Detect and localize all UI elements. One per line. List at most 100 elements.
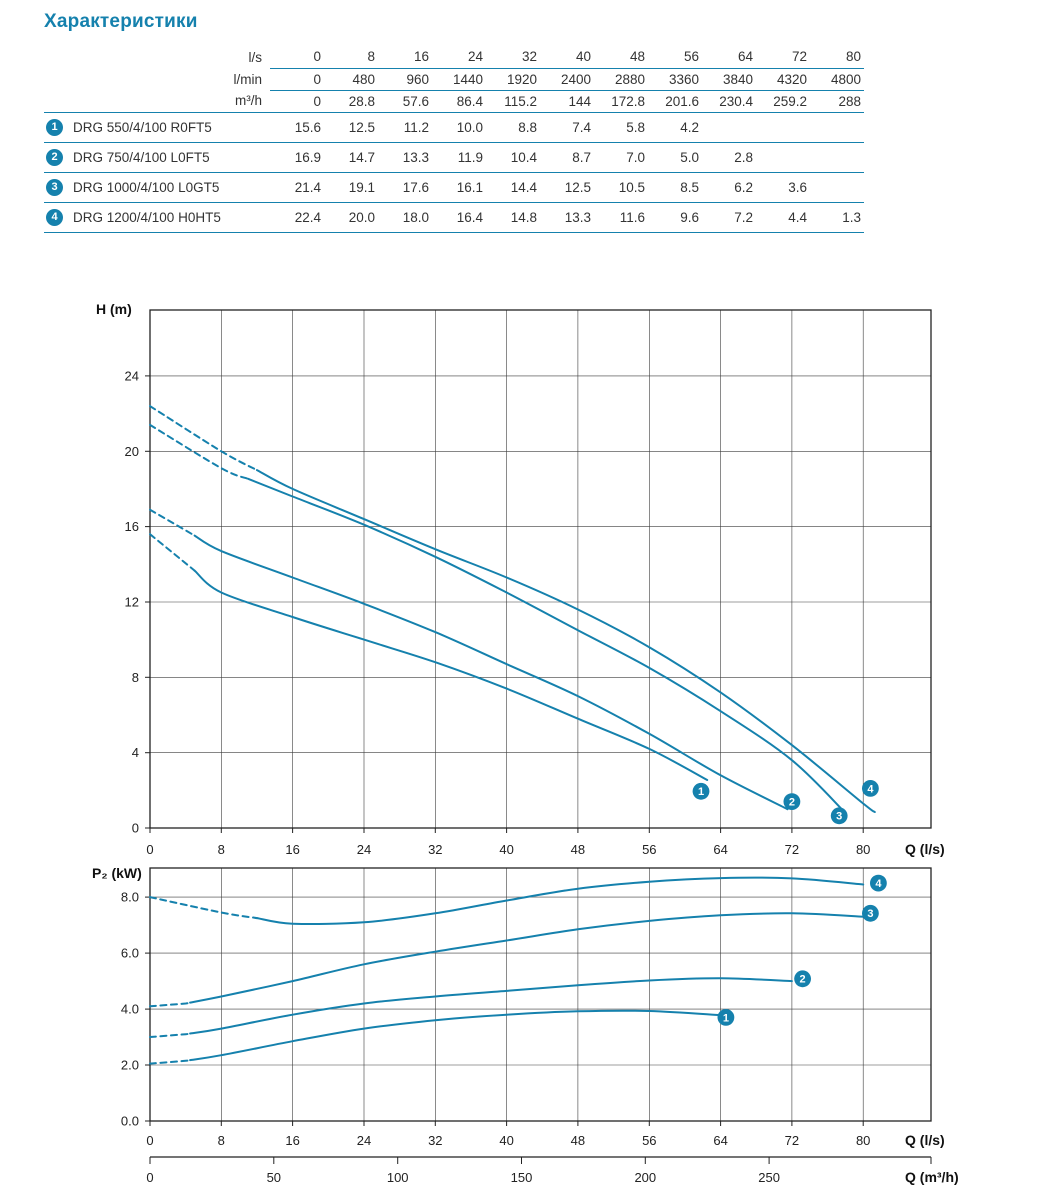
head-value: 7.2 <box>702 202 756 233</box>
x-tick-label: 64 <box>713 1133 727 1148</box>
head-value: 21.4 <box>270 172 324 203</box>
x-tick-label: 8 <box>218 842 225 857</box>
x-tick-label: 48 <box>571 842 585 857</box>
y-tick-label: 16 <box>125 519 139 534</box>
unit-row-value: 2880 <box>594 68 648 91</box>
x-tick-label: 16 <box>285 1133 299 1148</box>
x-tick-label: 56 <box>642 842 656 857</box>
curve-badge-4 <box>870 874 887 892</box>
unit-row-value: 2400 <box>540 68 594 91</box>
head-value: 13.3 <box>540 202 594 233</box>
unit-row-value: 480 <box>324 68 378 91</box>
pump-curve-1-lead <box>149 533 196 572</box>
x-tick-label: 64 <box>713 842 727 857</box>
head-value: 10.5 <box>594 172 648 203</box>
pump-row: 3 DRG 1000/4/100 L0GT5 21.4 19.1 17.6 16.1 14.… <box>44 172 864 203</box>
curve-badge-number: 1 <box>723 1012 729 1024</box>
head-value <box>756 142 810 173</box>
curve-badge-1 <box>717 1009 735 1026</box>
unit-row-value: 3840 <box>702 68 756 91</box>
head-value: 6.2 <box>702 172 756 203</box>
y-tick-label: 4.0 <box>121 1002 139 1017</box>
pump-curve-1-lead <box>149 1059 192 1065</box>
x2-tick-label: 50 <box>267 1170 281 1185</box>
head-value: 4.4 <box>756 202 810 233</box>
head-value: 3.6 <box>756 172 810 203</box>
head-value: 11.2 <box>378 112 432 143</box>
unit-row-value: 1440 <box>432 68 486 91</box>
y-tick-label: 2.0 <box>121 1058 139 1073</box>
y-tick-label: 0.0 <box>121 1114 139 1129</box>
unit-row-value: 48 <box>594 46 648 69</box>
head-value: 18.0 <box>378 202 432 233</box>
x-tick-label: 40 <box>499 1133 513 1148</box>
x-tick-label: 80 <box>856 1133 870 1148</box>
unit-row-value: 115.2 <box>486 90 540 113</box>
x2-axis-title: Q (m³/h) <box>905 1169 959 1185</box>
characteristics-table-body: l/s 0 8 16 24 32 40 48 56 64 72 80 l/min 0 480 960 1440 1… <box>44 46 864 233</box>
pump-number-badge: 2 <box>46 148 63 166</box>
head-value: 11.9 <box>432 142 486 173</box>
pump-label: 3 DRG 1000/4/100 L0GT5 <box>46 178 267 196</box>
unit-row-label: l/min <box>233 71 262 87</box>
head-value: 8.7 <box>540 142 594 173</box>
curve-badge-4 <box>862 780 879 797</box>
x-tick-label: 0 <box>146 842 153 857</box>
x-tick-label: 40 <box>499 842 513 857</box>
pump-row: 4 DRG 1200/4/100 H0HT5 22.4 20.0 18.0 16.4 14.… <box>44 202 864 233</box>
unit-row-value: 16 <box>378 46 432 69</box>
curve-badge-2 <box>794 970 811 988</box>
pump-curve-3 <box>189 912 865 1004</box>
head-value <box>702 112 756 143</box>
unit-row-value: 80 <box>810 46 864 69</box>
curve-badge-number: 1 <box>698 786 704 798</box>
head-value: 12.5 <box>540 172 594 203</box>
unit-row-value: 40 <box>540 46 594 69</box>
head-value: 11.6 <box>594 202 648 233</box>
unit-row-value: 32 <box>486 46 540 69</box>
x-tick-label: 72 <box>785 1133 799 1148</box>
head-value: 15.6 <box>270 112 324 143</box>
y-tick-label: 8.0 <box>121 890 139 905</box>
unit-row-value: 57.6 <box>378 90 432 113</box>
pump-label: 4 DRG 1200/4/100 H0HT5 <box>46 208 267 226</box>
head-value: 17.6 <box>378 172 432 203</box>
head-value: 14.4 <box>486 172 540 203</box>
head-value: 10.4 <box>486 142 540 173</box>
curve-badge-3 <box>862 904 879 922</box>
head-value: 9.6 <box>648 202 702 233</box>
pump-curve-3-lead <box>149 1001 192 1008</box>
head-value: 16.4 <box>432 202 486 233</box>
x-tick-label: 32 <box>428 1133 442 1148</box>
y-tick-label: 8 <box>132 670 139 685</box>
pump-model-name: DRG 750/4/100 L0FT5 <box>73 149 210 165</box>
plot-border <box>149 309 932 829</box>
pump-label-cell: 1 DRG 550/4/100 R0FT5 <box>44 112 270 143</box>
unit-row-value: 3360 <box>648 68 702 91</box>
power-chart: 0 8 16 24 32 40 48 56 64 72 800.02.04.06.08.0P₂ (k… <box>92 865 959 1185</box>
x-tick-label: 80 <box>856 842 870 857</box>
unit-row-value: 1920 <box>486 68 540 91</box>
pump-curve-4-lead <box>149 405 258 472</box>
unit-row-value: 24 <box>432 46 486 69</box>
pump-model-name: DRG 550/4/100 R0FT5 <box>73 119 212 135</box>
pump-row: 2 DRG 750/4/100 L0FT5 16.9 14.7 13.3 11.9 10.4… <box>44 142 864 173</box>
y-axis-title: H (m) <box>96 301 132 317</box>
unit-row-value: 4320 <box>756 68 810 91</box>
pump-label-cell: 2 DRG 750/4/100 L0FT5 <box>44 142 270 173</box>
unit-row-value: 0 <box>270 46 324 69</box>
curve-badge-number: 4 <box>867 783 874 795</box>
head-value: 14.8 <box>486 202 540 233</box>
curve-badge-number: 2 <box>800 974 806 986</box>
unit-row: l/min 0 480 960 1440 1920 2400 2880 3360 3840 4320… <box>44 68 864 91</box>
pump-model-name: DRG 1200/4/100 H0HT5 <box>73 209 221 225</box>
y-tick-label: 0 <box>132 821 139 836</box>
head-value: 20.0 <box>324 202 378 233</box>
pump-number-badge: 3 <box>46 178 63 196</box>
x2-tick-label: 150 <box>511 1170 533 1185</box>
pump-label-cell: 4 DRG 1200/4/100 H0HT5 <box>44 202 270 233</box>
curve-badge-3 <box>830 807 848 825</box>
unit-row-label: m³/h <box>44 90 270 113</box>
